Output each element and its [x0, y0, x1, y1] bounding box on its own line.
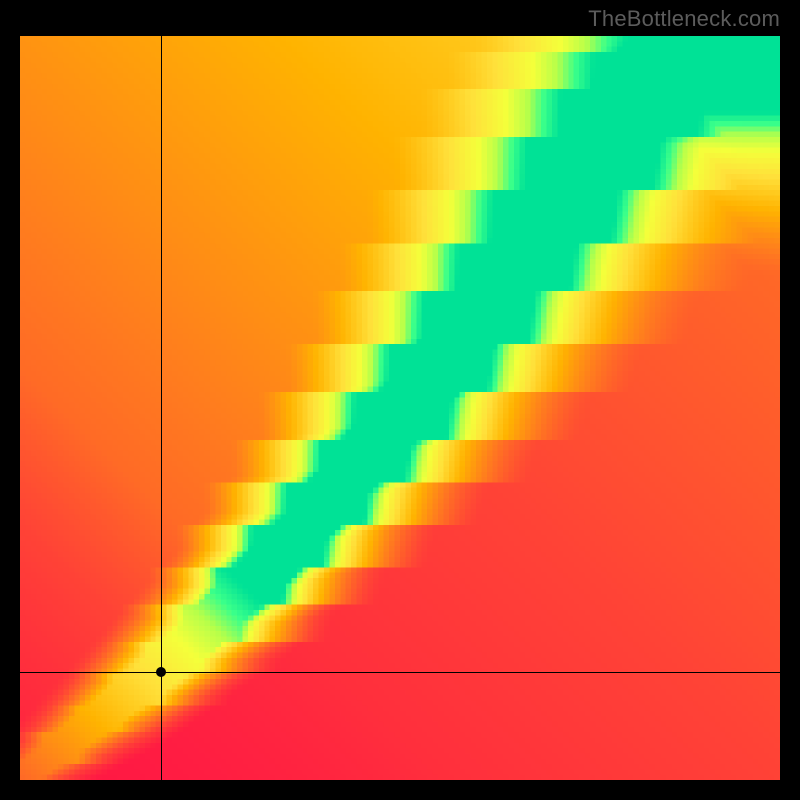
- plot-area: [20, 36, 780, 780]
- chart-frame: TheBottleneck.com: [0, 0, 800, 800]
- watermark-text: TheBottleneck.com: [588, 6, 780, 32]
- crosshair-horizontal: [20, 672, 780, 673]
- selection-marker: [156, 667, 166, 677]
- bottleneck-heatmap: [20, 36, 780, 780]
